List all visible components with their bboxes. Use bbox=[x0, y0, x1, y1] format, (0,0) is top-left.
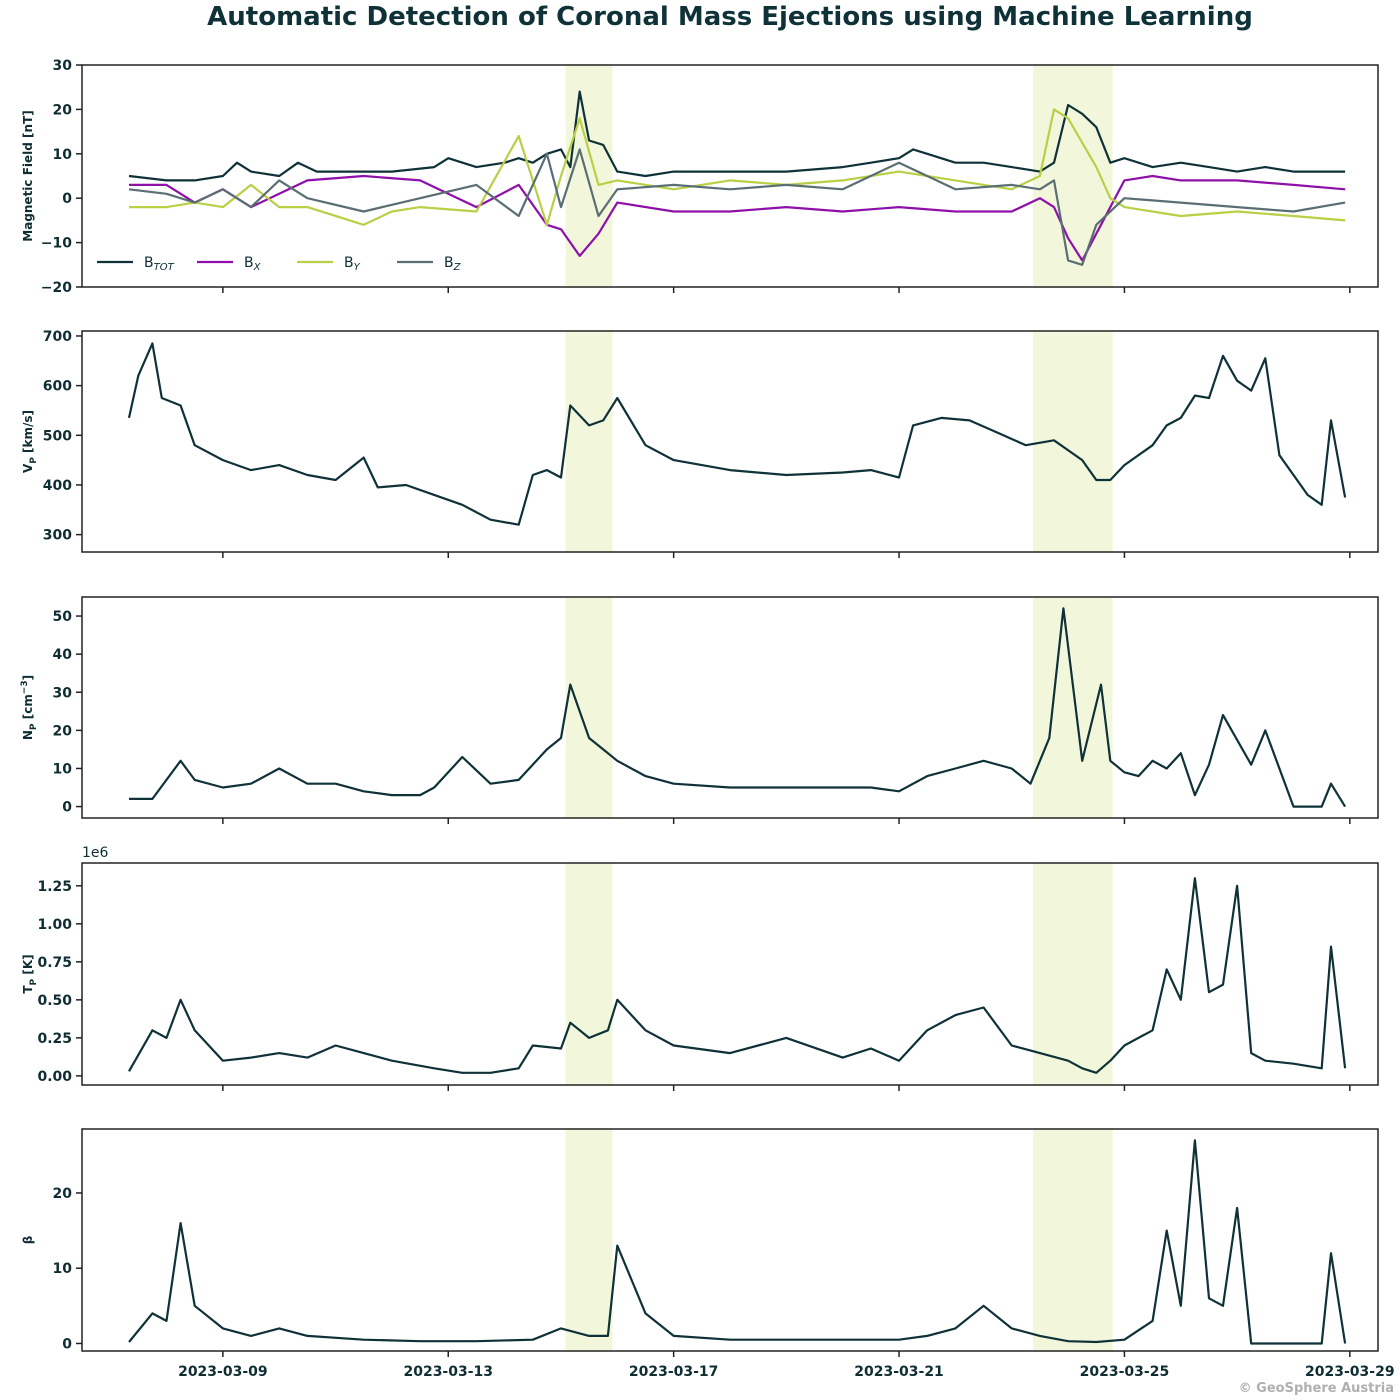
panel-proton-speed: 300 400 500 600 700 VP [km/s] bbox=[21, 329, 1379, 558]
series-line-beta bbox=[128, 1139, 1347, 1345]
legend: BTOT BX BY BZ bbox=[97, 255, 462, 273]
y-tick-label: 0.75 bbox=[37, 955, 72, 971]
cme-highlight-2 bbox=[1032, 597, 1113, 818]
y-axis-label: NP [cm−3] bbox=[20, 675, 39, 740]
y-tick-label: 50 bbox=[53, 609, 73, 625]
legend-label-bx: BX bbox=[244, 255, 262, 273]
y-axis-label: VP [km/s] bbox=[21, 410, 39, 473]
y-tick-label: −10 bbox=[41, 236, 72, 252]
x-tick-label: 2023-03-13 bbox=[403, 1364, 493, 1380]
y-tick-label: 0.00 bbox=[37, 1069, 72, 1085]
cme-highlight-1 bbox=[565, 597, 613, 818]
y-tick-label: 1.25 bbox=[37, 879, 72, 895]
panel-frame bbox=[81, 862, 1379, 1086]
legend-label-btot: BTOT bbox=[144, 255, 175, 273]
y-tick-label: 300 bbox=[43, 528, 72, 544]
copyright-credit: © GeoSphere Austria bbox=[1238, 1381, 1394, 1396]
y-offset-text: 1e6 bbox=[82, 845, 109, 861]
panel-frame bbox=[81, 596, 1379, 819]
cme-highlight-2 bbox=[1032, 863, 1113, 1085]
y-tick-label: 30 bbox=[53, 685, 73, 701]
cme-highlight-1 bbox=[565, 863, 613, 1085]
panel-frame bbox=[81, 64, 1379, 288]
y-tick-label: 20 bbox=[53, 723, 73, 739]
series-line-vp bbox=[127, 342, 1347, 526]
series-line-bx bbox=[129, 174, 1346, 262]
y-tick-label: 0 bbox=[62, 191, 72, 207]
y-tick-label: 500 bbox=[43, 428, 72, 444]
panel-proton-temperature: 0.00 0.25 0.50 0.75 1.00 1.25 TP [K] 1e6 bbox=[21, 845, 1379, 1091]
y-tick-label: 10 bbox=[53, 1261, 73, 1277]
series-line-btot bbox=[128, 90, 1346, 182]
x-tick-label: 2023-03-25 bbox=[1080, 1364, 1170, 1380]
chart-title: Automatic Detection of Coronal Mass Ejec… bbox=[207, 2, 1253, 32]
cme-highlight-1 bbox=[565, 65, 613, 287]
y-tick-label: 10 bbox=[53, 147, 73, 163]
y-axis-label: TP [K] bbox=[21, 954, 39, 993]
legend-label-bz: BZ bbox=[444, 255, 462, 273]
series-line-bz bbox=[128, 148, 1346, 266]
y-tick-label: 0 bbox=[62, 1336, 72, 1352]
cme-highlight-1 bbox=[565, 331, 613, 552]
panel-magnetic-field: −20 −10 0 10 20 30 Magnetic Field [nT] BTOT BX BY… bbox=[21, 58, 1379, 296]
cme-highlight-2 bbox=[1032, 1129, 1113, 1351]
series-line-by bbox=[129, 108, 1346, 226]
series-line-tp bbox=[128, 877, 1347, 1074]
x-tick-label: 2023-03-09 bbox=[178, 1364, 268, 1380]
y-tick-label: 0 bbox=[62, 800, 72, 816]
cme-highlight-1 bbox=[565, 1129, 613, 1351]
y-tick-label: 700 bbox=[43, 329, 72, 345]
panel-frame bbox=[81, 330, 1379, 553]
y-tick-label: 10 bbox=[53, 761, 73, 777]
panel-proton-density: 0 10 20 30 40 50 NP [cm−3] bbox=[20, 596, 1379, 824]
panel-plasma-beta: 0 10 20 2023-03-09 2023-03-13 2023-03-17 2023-… bbox=[21, 1128, 1395, 1380]
x-tick-label: 2023-03-21 bbox=[854, 1364, 944, 1380]
x-tick-label: 2023-03-17 bbox=[629, 1364, 719, 1380]
y-tick-label: 40 bbox=[53, 647, 73, 663]
x-tick-label: 2023-03-29 bbox=[1305, 1364, 1395, 1380]
y-tick-label: 400 bbox=[43, 478, 72, 494]
y-tick-label: 20 bbox=[53, 102, 73, 118]
y-axis-label: Magnetic Field [nT] bbox=[21, 110, 35, 241]
y-tick-label: 600 bbox=[43, 379, 72, 395]
y-tick-label: 1.00 bbox=[37, 917, 72, 933]
y-axis-label: β bbox=[21, 1235, 35, 1244]
y-tick-label: 0.50 bbox=[37, 993, 72, 1009]
series-line-np bbox=[129, 607, 1347, 808]
legend-label-by: BY bbox=[344, 255, 361, 273]
y-tick-label: 30 bbox=[53, 58, 73, 74]
panel-frame bbox=[81, 1128, 1379, 1352]
y-tick-label: 20 bbox=[53, 1186, 73, 1202]
y-tick-label: 0.25 bbox=[37, 1031, 72, 1047]
y-tick-label: −20 bbox=[41, 280, 72, 296]
